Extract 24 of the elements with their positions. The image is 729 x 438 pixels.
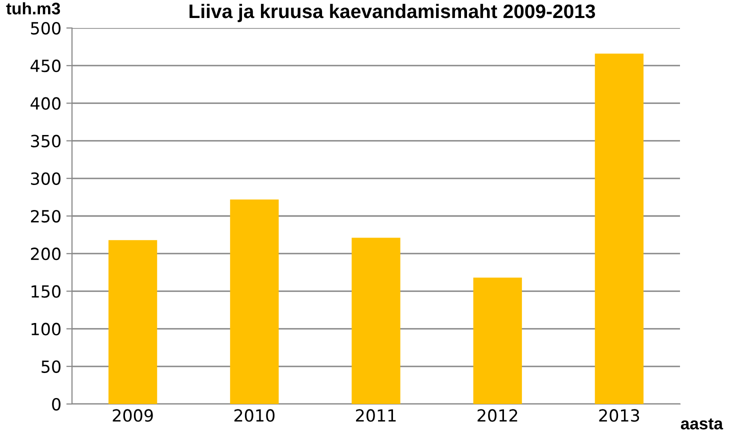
x-tick-label: 2010 — [234, 409, 274, 422]
x-tick-label: 2011 — [356, 409, 396, 422]
x-tick-label: 2013 — [599, 409, 640, 422]
y-tick-label: 500 — [31, 22, 60, 35]
y-tick-label: 300 — [31, 172, 60, 185]
y-tick-label: 200 — [30, 248, 60, 260]
y-tick-label: 0 — [52, 398, 60, 411]
x-tick-label: 2012 — [478, 409, 518, 422]
chart-title: Liiva ja kruusa kaevandamismaht 2009-2013 — [190, 4, 596, 22]
y-tick-label: 100 — [32, 322, 60, 336]
y-tick-label: 350 — [31, 134, 60, 148]
x-axis-title: aasta — [680, 418, 724, 430]
y-tick-label: 400 — [30, 97, 60, 110]
y-tick-label: 150 — [32, 285, 60, 298]
y-tick-label: 250 — [30, 210, 60, 223]
y-tick-label: 450 — [30, 60, 60, 72]
bar — [230, 199, 279, 404]
bar — [473, 278, 522, 404]
bar — [108, 240, 158, 404]
bar — [352, 238, 400, 404]
y-tick-label: 50 — [42, 360, 60, 373]
x-tick-label: 2009 — [112, 409, 153, 422]
y-axis-title: tuh.m3 — [6, 2, 60, 14]
bar — [594, 54, 644, 404]
